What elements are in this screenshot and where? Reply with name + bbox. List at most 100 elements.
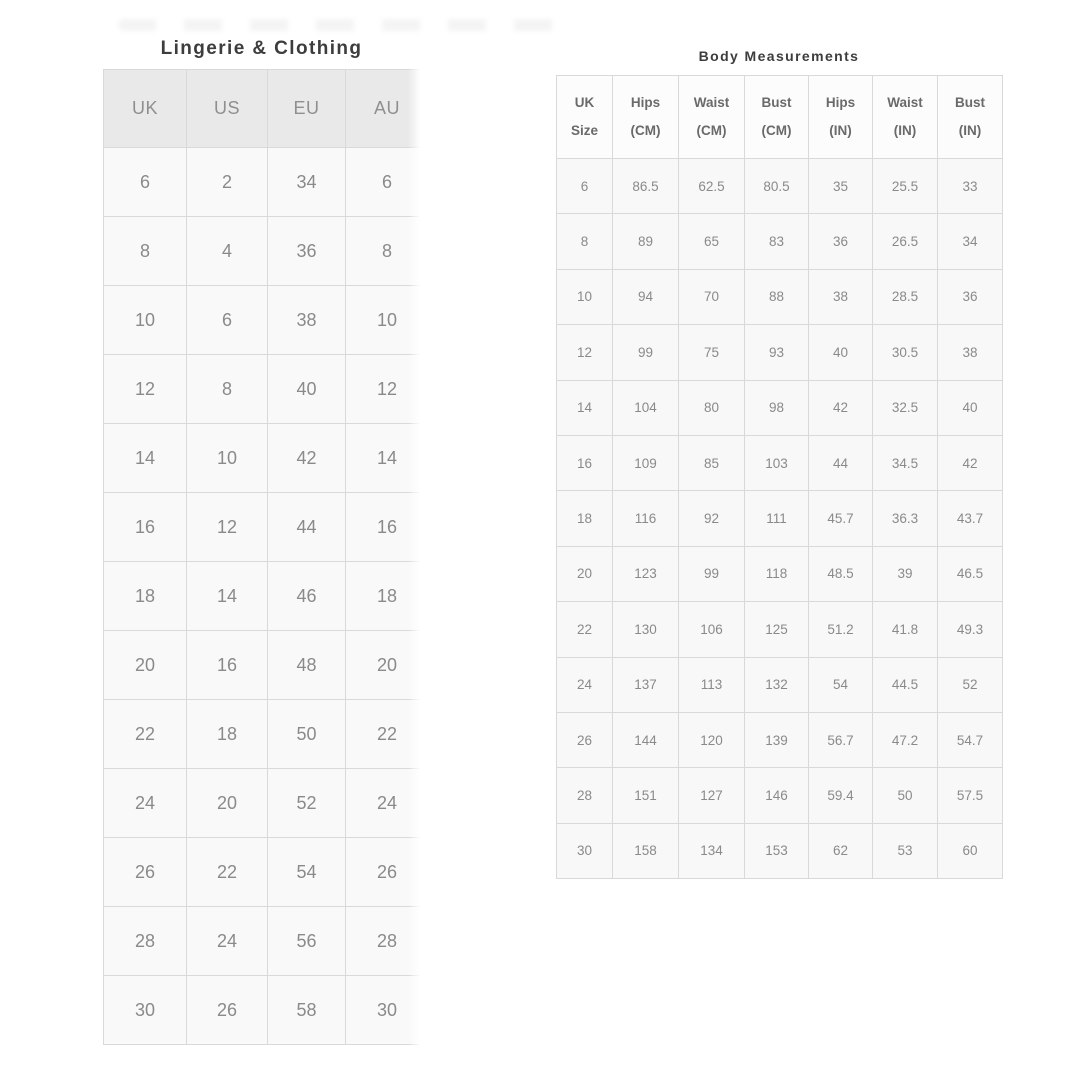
table-cell: 6 (186, 285, 268, 355)
table-cell: 123 (612, 545, 679, 603)
table-cell: 60 (937, 822, 1003, 880)
table-cell: 39 (872, 545, 938, 603)
table-row: 14 104 80 98 42 32.5 40 (556, 379, 1003, 436)
table-cell: 28 (103, 906, 187, 976)
table-cell: 57.5 (937, 767, 1003, 824)
table-cell: 89 (612, 213, 679, 270)
table-cell: 6 (103, 147, 187, 217)
table-cell: 38 (808, 268, 873, 326)
table-cell: 30 (103, 975, 187, 1045)
table-cell: 22 (103, 699, 187, 769)
table-cell: 83 (744, 213, 809, 270)
table-cell: 137 (612, 656, 679, 713)
column-header: AU (345, 69, 420, 148)
table-cell: 10 (103, 285, 187, 355)
table-cell: 36 (808, 213, 873, 270)
table-cell: 35 (808, 157, 873, 215)
table-cell: 16 (103, 492, 187, 562)
table-cell: 88 (744, 268, 809, 326)
table-cell: 6 (556, 157, 613, 215)
column-header: Hips (CM) (612, 75, 679, 159)
body-measurements-title: Body Measurements (698, 48, 860, 64)
column-header: US (186, 69, 268, 148)
table-cell: 54 (808, 656, 873, 713)
table-cell: 8 (345, 216, 420, 286)
table-cell: 38 (267, 285, 346, 355)
table-cell: 24 (345, 768, 420, 838)
table-cell: 12 (345, 354, 420, 424)
table-cell: 34 (267, 147, 346, 217)
table-cell: 51.2 (808, 601, 873, 658)
table-row: 28 151 127 146 59.4 50 57.5 (556, 767, 1003, 824)
table-cell: 120 (678, 711, 745, 769)
table-cell: 33 (937, 157, 1003, 215)
table-cell: 14 (186, 561, 268, 631)
table-cell: 12 (556, 324, 613, 381)
table-row: 22 130 106 125 51.2 41.8 49.3 (556, 601, 1003, 658)
table-cell: 36 (267, 216, 346, 286)
table-cell: 12 (186, 492, 268, 562)
table-row: 12 8 40 12 (103, 354, 420, 424)
table-cell: 22 (345, 699, 420, 769)
table-cell: 18 (556, 490, 613, 547)
table-cell: 42 (267, 423, 346, 493)
table-cell: 52 (937, 656, 1003, 713)
table-cell: 48.5 (808, 545, 873, 603)
table-cell: 34 (937, 213, 1003, 270)
table-cell: 14 (103, 423, 187, 493)
table-cell: 8 (103, 216, 187, 286)
table-cell: 44.5 (872, 656, 938, 713)
table-cell: 34.5 (872, 434, 938, 492)
lingerie-clothing-title: Lingerie & Clothing (160, 38, 363, 59)
table-row: 18 14 46 18 (103, 561, 420, 631)
table-cell: 30 (556, 822, 613, 880)
table-cell: 158 (612, 822, 679, 880)
table-cell: 58 (267, 975, 346, 1045)
table-cell: 48 (267, 630, 346, 700)
table-row: 26 22 54 26 (103, 837, 420, 907)
table-cell: 42 (808, 379, 873, 436)
table-cell: 41.8 (872, 601, 938, 658)
table-row: 22 18 50 22 (103, 699, 420, 769)
table-cell: 18 (103, 561, 187, 631)
table-cell: 6 (345, 147, 420, 217)
table-cell: 49.3 (937, 601, 1003, 658)
table-cell: 32.5 (872, 379, 938, 436)
table-body: 6 86.5 62.5 80.5 35 25.5 33 8 89 65 83 36 26.5 34 10 94… (556, 157, 1003, 880)
table-cell: 125 (744, 601, 809, 658)
table-cell: 10 (345, 285, 420, 355)
table-row: 8 89 65 83 36 26.5 34 (556, 213, 1003, 270)
table-cell: 56 (267, 906, 346, 976)
table-cell: 44 (267, 492, 346, 562)
table-cell: 10 (186, 423, 268, 493)
table-row: 24 137 113 132 54 44.5 52 (556, 656, 1003, 713)
table-cell: 62.5 (678, 157, 745, 215)
table-cell: 4 (186, 216, 268, 286)
table-row: 30 158 134 153 62 53 60 (556, 822, 1003, 880)
table-header: UK Size Hips (CM) Waist (CM) Bust (CM) Hips (IN) W… (556, 75, 1003, 159)
table-cell: 59.4 (808, 767, 873, 824)
table-cell: 111 (744, 490, 809, 547)
table-row: 10 6 38 10 (103, 285, 420, 355)
table-row: 16 12 44 16 (103, 492, 420, 562)
table-cell: 62 (808, 822, 873, 880)
table-cell: 56.7 (808, 711, 873, 769)
table-cell: 20 (103, 630, 187, 700)
body-measurements-section: Body Measurements UK Size Hips (CM) Waist (CM… (556, 48, 1003, 880)
table-row: 20 123 99 118 48.5 39 46.5 (556, 545, 1003, 603)
table-cell: 24 (556, 656, 613, 713)
table-cell: 25.5 (872, 157, 938, 215)
table-row: 16 109 85 103 44 34.5 42 (556, 434, 1003, 492)
table-cell: 30 (345, 975, 420, 1045)
table-cell: 47.2 (872, 711, 938, 769)
table-row: 6 2 34 6 (103, 147, 420, 217)
table-cell: 30.5 (872, 324, 938, 381)
table-cell: 53 (872, 822, 938, 880)
table-cell: 75 (678, 324, 745, 381)
table-cell: 44 (808, 434, 873, 492)
table-cell: 26 (186, 975, 268, 1045)
table-cell: 92 (678, 490, 745, 547)
column-header: UK (103, 69, 187, 148)
table-cell: 2 (186, 147, 268, 217)
table-cell: 16 (556, 434, 613, 492)
